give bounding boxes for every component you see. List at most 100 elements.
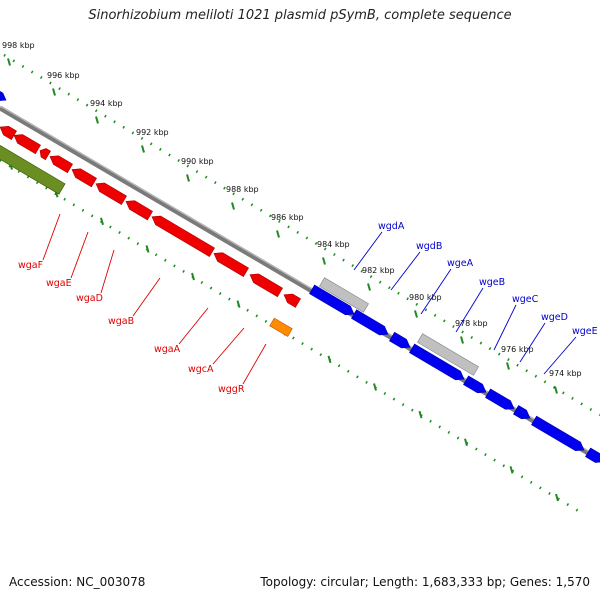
scale-label: 990 kbp xyxy=(181,157,214,166)
forward-gene-arrow xyxy=(0,88,7,102)
olive-feature-arrow xyxy=(0,144,66,195)
major-tick xyxy=(141,145,145,153)
inner-major-tick xyxy=(418,410,423,419)
scale-label: 998 kbp xyxy=(2,41,35,50)
reverse-gene-arrow xyxy=(249,273,283,298)
major-tick xyxy=(322,257,326,265)
reverse-gene-arrow xyxy=(13,134,41,155)
forward-gene-label: wgdB xyxy=(416,241,442,252)
scale-label: 988 kbp xyxy=(226,185,259,194)
forward-label-leader xyxy=(519,322,546,363)
major-tick xyxy=(367,283,371,291)
forward-strand-genes xyxy=(0,88,600,463)
trna-feature-arrow xyxy=(269,317,293,337)
major-tick xyxy=(506,362,510,370)
reverse-gene-arrow xyxy=(213,252,249,278)
inner-major-tick xyxy=(236,300,241,308)
forward-gene-arrow xyxy=(485,388,515,410)
map-title: Sinorhizobium meliloti 1021 plasmid pSym… xyxy=(88,8,512,23)
forward-gene-arrow xyxy=(389,331,411,349)
scale-label: 984 kbp xyxy=(317,240,350,249)
scale-label: 992 kbp xyxy=(136,128,169,137)
major-tick xyxy=(460,336,464,344)
reverse-gene-label: wgaF xyxy=(18,260,43,271)
major-tick xyxy=(95,116,99,124)
major-ticks xyxy=(7,58,559,502)
pseudo-genes xyxy=(319,277,479,376)
reverse-label-leader xyxy=(212,327,245,365)
reverse-label-leader xyxy=(100,249,115,294)
scale-label: 978 kbp xyxy=(455,319,488,328)
inner-major-tick xyxy=(555,493,559,502)
major-tick xyxy=(186,174,190,182)
reverse-gene-arrow xyxy=(0,125,17,140)
inner-major-tick xyxy=(509,466,514,474)
forward-label-leader xyxy=(543,336,577,375)
scale-label: 976 kbp xyxy=(501,345,534,354)
forward-gene-label: wgeD xyxy=(541,312,568,323)
reverse-gene-arrow xyxy=(95,182,127,205)
reverse-gene-arrow xyxy=(125,200,153,221)
forward-gene-label: wgdA xyxy=(378,221,405,232)
forward-gene-arrow xyxy=(309,284,355,316)
forward-gene-arrow xyxy=(513,405,531,420)
reverse-gene-label: wgaE xyxy=(46,278,72,289)
forward-gene-label: wgeE xyxy=(572,326,598,337)
inner-major-tick xyxy=(191,272,195,281)
other-feature-genes xyxy=(0,144,293,337)
scale-label: 980 kbp xyxy=(409,293,442,302)
reverse-gene-label: wgaA xyxy=(154,344,181,355)
scale-label: 994 kbp xyxy=(90,99,123,108)
inner-major-tick xyxy=(100,217,104,226)
reverse-label-leader xyxy=(132,277,161,317)
scale-label: 974 kbp xyxy=(549,369,582,378)
pseudo-gene-arrow xyxy=(417,333,479,376)
reverse-label-leader xyxy=(70,231,89,279)
reverse-gene-label: wggR xyxy=(218,384,245,395)
forward-gene-arrow xyxy=(463,375,487,394)
reverse-gene-arrow xyxy=(283,293,301,308)
major-tick xyxy=(7,58,11,66)
forward-gene-arrow xyxy=(531,415,585,452)
reverse-gene-label: wgcA xyxy=(188,364,214,375)
reverse-gene-arrow xyxy=(49,155,73,174)
inner-major-tick xyxy=(145,245,150,253)
reverse-strand-genes xyxy=(0,125,301,308)
reverse-gene-label: wgaD xyxy=(76,293,103,304)
major-tick xyxy=(554,386,558,394)
pseudo-gene-arrow xyxy=(319,277,369,313)
forward-gene-arrow xyxy=(409,343,465,381)
genome-summary-text: Topology: circular; Length: 1,683,333 bp… xyxy=(260,575,590,589)
inner-major-tick xyxy=(373,383,377,391)
forward-gene-label: wgeC xyxy=(512,294,539,305)
major-tick xyxy=(52,88,56,96)
forward-gene-label: wgeA xyxy=(447,258,474,269)
reverse-gene-arrow xyxy=(151,215,215,257)
major-tick xyxy=(231,202,235,210)
major-tick xyxy=(414,310,418,318)
reverse-gene-arrow xyxy=(71,168,97,188)
reverse-label-leader xyxy=(178,307,209,345)
scale-labels: 998 kbp 996 kbp 994 kbp 992 kbp 990 kbp 988 k… xyxy=(2,41,582,378)
major-tick xyxy=(276,230,280,238)
forward-gene-label: wgeB xyxy=(479,277,505,288)
accession-text: Accession: NC_003078 xyxy=(9,575,146,589)
scale-label: 982 kbp xyxy=(362,266,395,275)
reverse-label-leader xyxy=(42,213,61,261)
reverse-label-leader xyxy=(242,343,267,385)
forward-gene-arrow xyxy=(351,309,389,336)
reverse-gene-label: wgaB xyxy=(108,316,134,327)
gene-label-leaders xyxy=(42,213,577,385)
inner-major-tick xyxy=(464,438,468,447)
outer-tick-dots xyxy=(3,53,600,417)
outer-tick-track xyxy=(3,53,600,417)
forward-label-leader xyxy=(353,231,383,271)
forward-label-leader xyxy=(420,268,452,315)
scale-label: 986 kbp xyxy=(271,213,304,222)
scale-label: 996 kbp xyxy=(47,71,80,80)
forward-label-leader xyxy=(493,304,517,351)
reverse-gene-arrow xyxy=(39,148,51,161)
forward-label-leader xyxy=(390,251,421,291)
